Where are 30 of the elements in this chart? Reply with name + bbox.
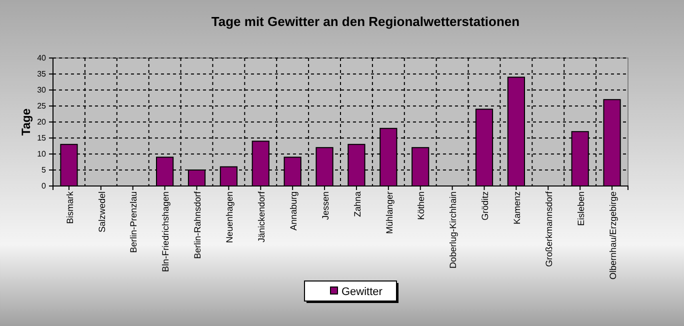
- x-tick-label: Großerkmannsdorf: [544, 190, 554, 267]
- x-tick-label: Neuenhagen: [224, 191, 235, 243]
- x-tick-label: Kamenz: [512, 190, 522, 224]
- chart-title: Tage mit Gewitter an den Regionalwetterstationen: [211, 14, 520, 29]
- x-tick-label: Doberlug-Kirchhain: [448, 191, 458, 268]
- y-tick-label: 0: [42, 182, 47, 191]
- x-tick-label: Gröditz: [480, 190, 490, 220]
- y-tick-label: 40: [37, 54, 47, 63]
- y-tick-label: 20: [37, 118, 47, 127]
- y-tick-label: 30: [37, 86, 47, 95]
- x-tick-label: Bln-Friedrichshagen: [160, 191, 171, 272]
- x-tick-label: Berlin-Prenzlau: [128, 191, 139, 253]
- y-tick-label: 15: [37, 134, 47, 143]
- legend-label: Gewitter: [342, 286, 383, 298]
- y-tick-label: 10: [37, 150, 47, 159]
- y-axis-title: Tage: [19, 108, 33, 136]
- x-tick-label: Zahna: [352, 191, 362, 217]
- x-tick-label: Salzwedel: [96, 191, 107, 232]
- x-tick-label: Köthen: [416, 191, 426, 220]
- x-tick-label: Annaburg: [288, 191, 298, 230]
- x-tick-label: Jänickendorf: [256, 190, 266, 242]
- y-tick-label: 25: [37, 102, 47, 111]
- x-tick-label: Jessen: [320, 191, 330, 220]
- x-tick-label: Bismark: [64, 190, 75, 224]
- x-tick-label: Olbernhau/Erzgebirge: [608, 191, 618, 280]
- y-tick-label: 5: [42, 166, 47, 175]
- x-tick-label: Berlin-Rahnsdorf: [192, 190, 203, 259]
- x-tick-label: Mühlanger: [384, 191, 394, 234]
- x-tick-label: Eisleben: [576, 191, 586, 226]
- y-tick-label: 35: [37, 70, 47, 79]
